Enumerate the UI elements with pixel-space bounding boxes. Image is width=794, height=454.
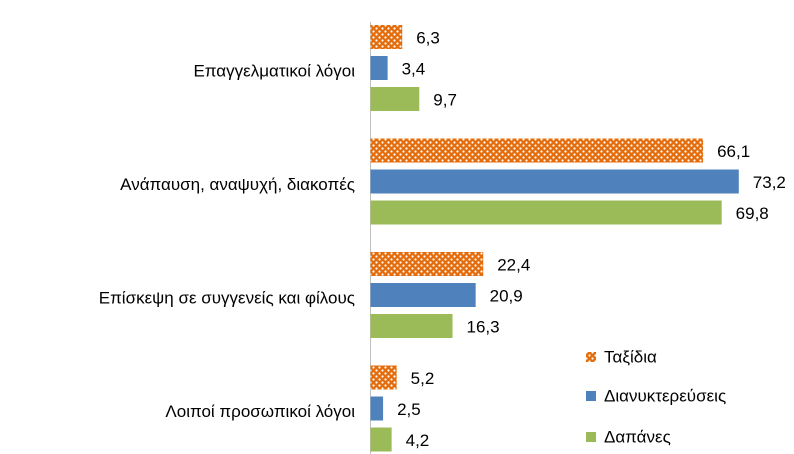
bar — [370, 25, 403, 49]
value-label: 22,4 — [497, 255, 530, 274]
value-label: 69,8 — [736, 204, 769, 223]
legend-label: Ταξίδια — [604, 347, 657, 366]
value-label: 9,7 — [433, 90, 457, 109]
category-label: Επίσκεψη σε συγγενείς και φίλους — [99, 288, 355, 307]
bar — [370, 427, 392, 452]
bar — [370, 169, 739, 194]
bar — [370, 365, 397, 390]
bar — [370, 87, 420, 111]
value-label: 66,1 — [717, 142, 750, 161]
legend-label: Δαπάνες — [604, 427, 671, 446]
bar — [370, 314, 453, 338]
value-label: 16,3 — [467, 317, 500, 336]
bar — [370, 396, 384, 421]
value-label: 4,2 — [406, 431, 430, 450]
category-label: Επαγγελματικοί λόγοι — [193, 61, 355, 80]
bar — [370, 283, 476, 307]
value-label: 6,3 — [416, 28, 440, 47]
bar — [370, 138, 704, 163]
legend-swatch — [586, 391, 596, 401]
value-label: 20,9 — [490, 286, 523, 305]
category-label: Ανάπαυση, αναψυχή, διακοπές — [120, 175, 355, 194]
legend-swatch — [586, 432, 596, 442]
value-label: 2,5 — [397, 400, 421, 419]
bar — [370, 252, 484, 276]
value-label: 5,2 — [411, 369, 435, 388]
legend-label: Διανυκτερεύσεις — [604, 386, 726, 405]
value-label: 3,4 — [402, 59, 426, 78]
category-label: Λοιποί προσωπικοί λόγοι — [165, 402, 355, 421]
bar — [370, 56, 388, 80]
value-label: 73,2 — [753, 173, 786, 192]
legend-swatch — [586, 352, 596, 362]
bar — [370, 200, 722, 225]
